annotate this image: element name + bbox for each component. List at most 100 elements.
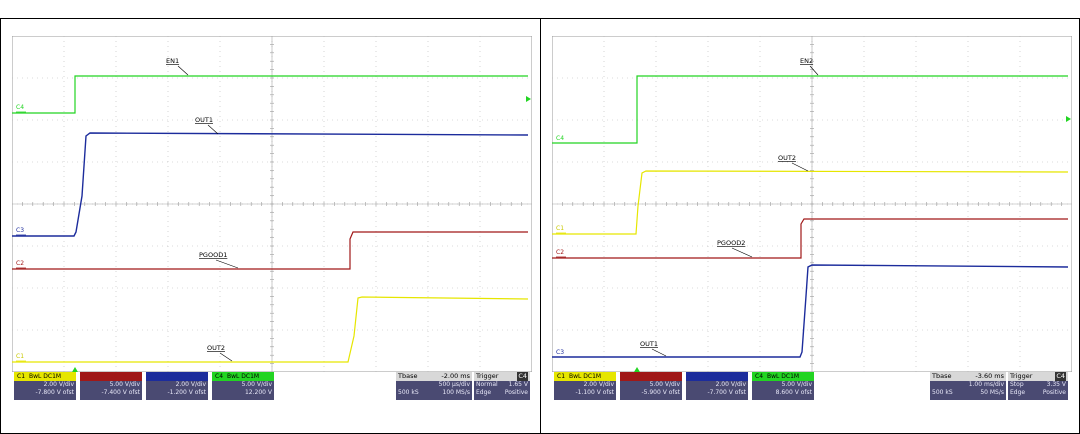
trigger-level: 3.35 V <box>1046 381 1066 388</box>
channel-box-c1-right[interactable]: C1 BwL DC1M 2.00 V/div -1.100 V ofst <box>554 372 616 400</box>
trigger-mode: Stop <box>1010 381 1024 388</box>
scope-screen-right: C4 C1 C2 C3 EN2 OUT2 PGOOD2 OUT1 C1 BwL D… <box>552 36 1072 408</box>
trigger-channel: C4 <box>517 372 528 381</box>
trigger-box-left[interactable]: Trigger C4 Normal 1.65 V Edge Positive <box>474 372 530 400</box>
timebase-rate: 50 MS/s <box>980 389 1004 396</box>
timebase-label: Tbase <box>398 372 418 380</box>
channel-box-c3-right[interactable]: C3 BwL DC1M 2.00 V/div -7.700 V ofst <box>686 372 748 400</box>
timebase-box-left[interactable]: Tbase -2.00 ms 500 µs/div 500 kS 100 MS/s <box>396 372 472 400</box>
label-c2-left: C2 <box>16 260 24 267</box>
channel-offset: -7.800 V ofst <box>35 389 74 396</box>
channel-name: C3 <box>689 373 698 380</box>
trace-label-pgood-right: PGOOD2 <box>717 239 745 247</box>
channel-flags: BwL DC1M <box>161 373 194 380</box>
trace-out-b-right <box>552 264 1069 358</box>
trigger-level-marker-right <box>1066 116 1071 122</box>
trace-pgood-right <box>552 218 1068 259</box>
channel-name: C4 <box>215 373 224 380</box>
timebase-samples: 500 kS <box>398 389 419 396</box>
trigger-mode: Normal <box>476 381 498 388</box>
header-row <box>0 0 1080 19</box>
channel-flags: BwL DC1M <box>227 373 260 380</box>
channel-name: C3 <box>149 373 158 380</box>
grid-left <box>12 36 532 372</box>
trigger-level: 1.65 V <box>508 381 528 388</box>
channel-box-c1-left[interactable]: C1 BwL DC1M 2.00 V/div -7.800 V ofst <box>14 372 76 400</box>
trigger-box-right[interactable]: Trigger C4 Stop 3.35 V Edge Positive <box>1008 372 1068 400</box>
trigger-channel: C4 <box>1055 372 1066 381</box>
channel-offset: -5.900 V ofst <box>641 389 680 396</box>
label-c3-left: C3 <box>16 227 24 234</box>
channel-vdiv: 2.00 V/div <box>43 381 74 388</box>
channel-vdiv: 5.00 V/div <box>649 381 680 388</box>
trigger-slope: Positive <box>504 389 528 396</box>
trigger-time-marker-right <box>634 367 640 372</box>
timebase-delay: -2.00 ms <box>441 372 470 380</box>
channel-name: C4 <box>755 373 764 380</box>
info-bar-right: C1 BwL DC1M 2.00 V/div -1.100 V ofst C2 Bw… <box>552 372 1072 400</box>
timebase-rate: 100 MS/s <box>442 389 471 396</box>
channel-name: C1 <box>17 373 26 380</box>
channel-vdiv: 5.00 V/div <box>781 381 812 388</box>
trigger-label: Trigger <box>476 372 499 380</box>
timebase-delay: -3.60 ms <box>975 372 1004 380</box>
trace-en-right <box>552 75 1068 144</box>
channel-vdiv: 5.00 V/div <box>241 381 272 388</box>
channel-box-c3-left[interactable]: C3 BwL DC1M 2.00 V/div -1.200 V ofst <box>146 372 208 400</box>
trigger-label: Trigger <box>1010 372 1033 380</box>
timebase-box-right[interactable]: Tbase -3.60 ms 1.00 ms/div 500 kS 50 MS/s <box>930 372 1006 400</box>
channel-flags: BwL DC1M <box>95 373 128 380</box>
channel-flags: BwL DC1M <box>29 373 62 380</box>
channel-flags: BwL DC1M <box>635 373 668 380</box>
label-c1-right: C1 <box>556 225 564 232</box>
channel-box-c4-left[interactable]: C4 BwL DC1M 5.00 V/div 12.200 V <box>212 372 274 400</box>
grid-right <box>552 36 1072 372</box>
trigger-level-marker-left <box>526 96 531 102</box>
channel-offset: -1.100 V ofst <box>575 389 614 396</box>
trace-pgood-left <box>12 231 528 270</box>
channel-vdiv: 2.00 V/div <box>715 381 746 388</box>
channel-flags: BwL DC1M <box>701 373 734 380</box>
channel-box-c2-right[interactable]: C2 BwL DC1M 5.00 V/div -5.900 V ofst <box>620 372 682 400</box>
timebase-div: 1.00 ms/div <box>968 381 1004 388</box>
trace-label-out-a-right: OUT2 <box>778 154 796 162</box>
waveform-display-right: C4 C1 C2 C3 EN2 OUT2 PGOOD2 OUT1 <box>552 36 1072 372</box>
trace-label-en-right: EN2 <box>800 57 813 65</box>
scope-screen-left: C4 C3 C2 C1 EN1 OUT1 PGOOD1 OUT2 C1 BwL D… <box>12 36 532 408</box>
trigger-slope: Positive <box>1042 389 1066 396</box>
trace-label-en-left: EN1 <box>166 57 179 65</box>
channel-vdiv: 5.00 V/div <box>109 381 140 388</box>
timebase-label: Tbase <box>932 372 952 380</box>
label-c4-right: C4 <box>556 135 564 142</box>
label-c2-right: C2 <box>556 249 564 256</box>
channel-name: C2 <box>83 373 92 380</box>
label-c3-right: C3 <box>556 349 564 356</box>
trace-label-out-b-left: OUT2 <box>207 344 225 352</box>
trace-out-a-left <box>12 132 529 237</box>
channel-name: C1 <box>557 373 566 380</box>
channel-offset: -7.700 V ofst <box>707 389 746 396</box>
channel-offset: -1.200 V ofst <box>167 389 206 396</box>
trace-label-out-b-right: OUT1 <box>640 340 658 348</box>
channel-offset: 8.600 V ofst <box>775 389 812 396</box>
channel-box-c2-left[interactable]: C2 BwL DC1M 5.00 V/div -7.400 V ofst <box>80 372 142 400</box>
info-bar-left: C1 BwL DC1M 2.00 V/div -7.800 V ofst C2 Bw… <box>12 372 532 400</box>
channel-name: C2 <box>623 373 632 380</box>
trace-en-left <box>12 75 528 114</box>
channel-flags: BwL DC1M <box>569 373 602 380</box>
waveform-display-left: C4 C3 C2 C1 EN1 OUT1 PGOOD1 OUT2 <box>12 36 532 372</box>
trace-label-out-a-left: OUT1 <box>195 116 213 124</box>
channel-flags: BwL DC1M <box>767 373 800 380</box>
trigger-time-marker-left <box>72 367 78 372</box>
trace-out-b-left <box>12 296 529 363</box>
channel-offset: 12.200 V <box>244 389 272 396</box>
channel-vdiv: 2.00 V/div <box>175 381 206 388</box>
timebase-div: 500 µs/div <box>438 381 470 388</box>
timebase-samples: 500 kS <box>932 389 953 396</box>
channel-box-c4-right[interactable]: C4 BwL DC1M 5.00 V/div 8.600 V ofst <box>752 372 814 400</box>
channel-vdiv: 2.00 V/div <box>583 381 614 388</box>
trace-label-pgood-left: PGOOD1 <box>199 251 227 259</box>
label-c1-left: C1 <box>16 353 24 360</box>
trace-out-a-right <box>552 170 1069 235</box>
trigger-type: Edge <box>476 389 492 396</box>
